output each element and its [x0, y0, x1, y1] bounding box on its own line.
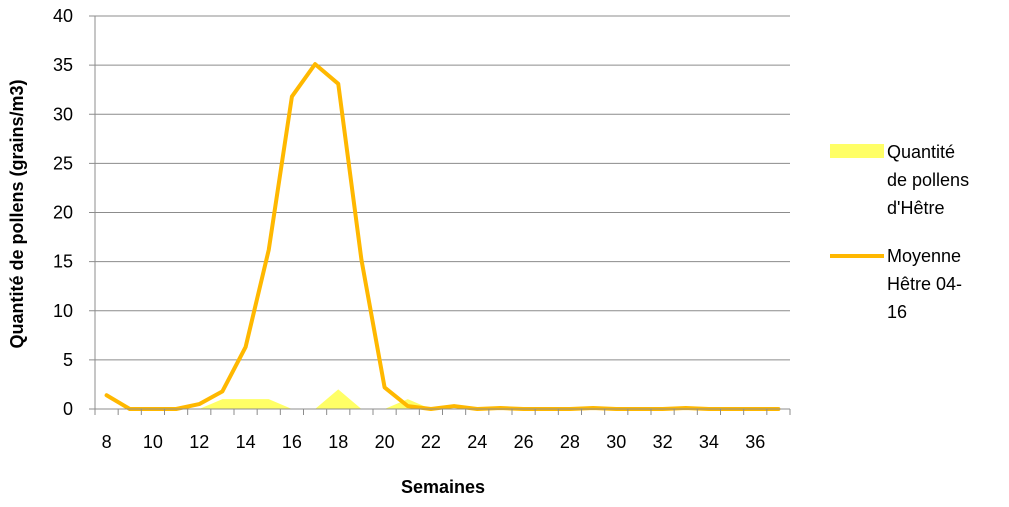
x-tick-labels: 8 10 12 14 16 18 20 22 24 26 28 30 32 34 36 — [102, 432, 766, 452]
x-tick-label: 30 — [606, 432, 626, 452]
area-series-hetre — [106, 389, 779, 409]
legend-label: Hêtre 04- — [887, 274, 962, 294]
line-series-layer — [104, 62, 781, 411]
x-tick-label: 36 — [745, 432, 765, 452]
x-tick-label: 26 — [514, 432, 534, 452]
y-tick-label: 20 — [53, 203, 73, 223]
y-tick-label: 25 — [53, 153, 73, 173]
y-tick-label: 30 — [53, 104, 73, 124]
legend: Quantité de pollens d'Hêtre Moyenne Hêtre 04… — [830, 142, 969, 322]
x-tick-label: 14 — [236, 432, 256, 452]
y-tick-label: 0 — [63, 399, 73, 419]
legend-label: Quantité — [887, 142, 955, 162]
x-tick-label: 16 — [282, 432, 302, 452]
x-tick-label: 24 — [467, 432, 487, 452]
x-tick-label: 12 — [189, 432, 209, 452]
x-axis-label: Semaines — [401, 477, 485, 497]
legend-label: de pollens — [887, 170, 969, 190]
x-tick-label: 22 — [421, 432, 441, 452]
legend-label: d'Hêtre — [887, 198, 944, 218]
y-tick-labels: 0 5 10 15 20 25 30 35 40 — [53, 6, 73, 419]
y-tick-label: 5 — [63, 350, 73, 370]
x-tick-label: 8 — [102, 432, 112, 452]
y-tick-label: 15 — [53, 252, 73, 272]
x-tick-label: 32 — [653, 432, 673, 452]
x-tick-label: 18 — [328, 432, 348, 452]
x-tick-label: 28 — [560, 432, 580, 452]
x-tick-label: 10 — [143, 432, 163, 452]
legend-label: 16 — [887, 302, 907, 322]
x-tick-label: 34 — [699, 432, 719, 452]
line-series-moyenne — [104, 62, 781, 411]
y-tick-label: 10 — [53, 301, 73, 321]
legend-label: Moyenne — [887, 246, 961, 266]
y-tick-label: 40 — [53, 6, 73, 26]
y-tick-label: 35 — [53, 55, 73, 75]
x-tick-label: 20 — [375, 432, 395, 452]
legend-swatch-area — [830, 144, 884, 158]
area-series-layer — [106, 389, 779, 409]
y-axis-label: Quantité de pollens (grains/m3) — [7, 79, 27, 348]
axes — [94, 16, 791, 415]
grid-lines — [89, 15, 790, 410]
